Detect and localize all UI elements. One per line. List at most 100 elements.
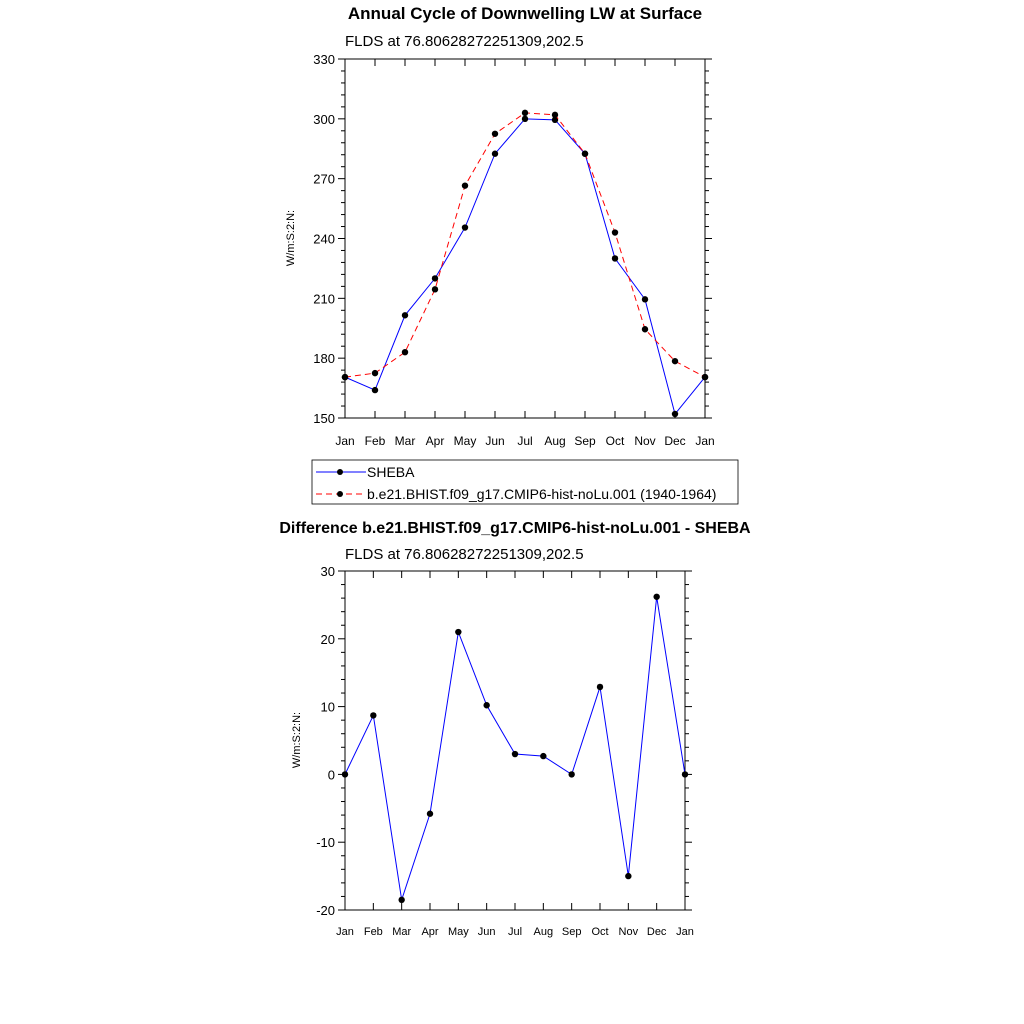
data-point [581, 150, 589, 157]
x-tick-label: Sep [574, 434, 596, 448]
data-point [671, 410, 679, 418]
data-point [611, 229, 619, 236]
data-point [671, 357, 679, 365]
y-tick-labels: 150 180 210 240 270 300 330 [313, 52, 335, 426]
data-point [491, 150, 499, 157]
legend-label-model: b.e21.BHIST.f09_g17.CMIP6-hist-noLu.001 … [367, 486, 716, 502]
x-tick-label: Jan [695, 434, 714, 448]
legend-marker-model [337, 491, 343, 497]
data-point [681, 771, 689, 778]
series-group [341, 109, 709, 418]
x-tick-label: Feb [364, 926, 383, 938]
chart-title: Annual Cycle of Downwelling LW at Surfac… [348, 4, 702, 23]
data-point [568, 771, 575, 778]
x-tick-label: Jun [485, 434, 504, 448]
data-point [431, 286, 439, 293]
data-point [540, 752, 547, 760]
data-point [521, 109, 529, 117]
tick-marks [338, 570, 692, 911]
series-group [341, 593, 689, 904]
legend-marker-sheba [337, 469, 343, 475]
y-tick-label: 240 [313, 232, 335, 247]
y-tick-label: 20 [321, 632, 335, 647]
x-tick-label: Jan [336, 926, 354, 938]
y-axis-label: W/m:S:2:N: [291, 712, 303, 768]
data-point [398, 896, 405, 904]
data-point [641, 296, 649, 303]
difference-chart: Difference b.e21.BHIST.f09_g17.CMIP6-his… [279, 520, 751, 938]
y-tick-label: 10 [321, 700, 335, 715]
data-point [521, 115, 529, 123]
x-tick-label: Mar [395, 434, 416, 448]
legend-label-sheba: SHEBA [367, 464, 415, 480]
y-tick-label: 330 [313, 52, 335, 67]
legend: SHEBA b.e21.BHIST.f09_g17.CMIP6-hist-noL… [311, 459, 739, 505]
data-point [596, 683, 604, 691]
data-point [370, 712, 377, 719]
x-tick-label: Apr [426, 434, 445, 448]
y-tick-label: 30 [321, 564, 335, 579]
data-point [426, 810, 434, 817]
data-point [455, 628, 462, 636]
x-tick-label: Mar [392, 926, 411, 938]
data-point [431, 275, 439, 282]
y-axis-label: W/m:S:2:N: [285, 210, 297, 266]
data-point [341, 373, 349, 381]
y-tick-label: 300 [313, 112, 335, 127]
plot-frame [344, 570, 686, 911]
y-tick-label: -20 [316, 903, 335, 918]
series-line-0 [344, 596, 686, 900]
chart-subtitle: FLDS at 76.80628272251309,202.5 [345, 546, 584, 563]
data-point [371, 369, 379, 377]
data-point [653, 593, 660, 600]
y-tick-label: 270 [313, 172, 335, 187]
data-point [371, 386, 379, 394]
x-tick-label: Aug [544, 434, 565, 448]
data-point [611, 255, 619, 262]
y-tick-label: 150 [313, 411, 335, 426]
x-tick-label: May [448, 926, 469, 938]
x-tick-label: Dec [647, 926, 667, 938]
x-tick-label: Feb [365, 434, 386, 448]
tick-marks [338, 58, 712, 419]
x-tick-label: Jul [517, 434, 532, 448]
x-tick-label: Oct [591, 926, 608, 938]
data-point [625, 872, 632, 880]
x-tick-label: Nov [634, 434, 655, 448]
x-tick-label: Aug [534, 926, 554, 938]
legend-box [311, 459, 739, 505]
x-tick-label: Sep [562, 926, 582, 938]
y-tick-labels: -20 -10 0 10 20 30 [316, 564, 335, 918]
data-point [701, 373, 709, 381]
chart-title: Difference b.e21.BHIST.f09_g17.CMIP6-his… [279, 520, 751, 537]
data-point [401, 312, 409, 319]
data-point [341, 771, 349, 778]
x-tick-label: Oct [606, 434, 625, 448]
annual-cycle-chart: Annual Cycle of Downwelling LW at Surfac… [285, 4, 739, 505]
data-point [551, 111, 559, 119]
x-tick-label: Jun [478, 926, 496, 938]
data-point [511, 750, 519, 758]
data-point [551, 116, 559, 124]
x-tick-label: Jan [335, 434, 354, 448]
chart-subtitle: FLDS at 76.80628272251309,202.5 [345, 33, 584, 50]
series-line-0 [344, 118, 706, 416]
x-tick-label: Dec [664, 434, 685, 448]
y-tick-label: 0 [328, 767, 335, 782]
x-tick-label: Jul [508, 926, 522, 938]
data-point [401, 348, 409, 356]
data-point [461, 224, 469, 231]
x-tick-labels: Jan Feb Mar Apr May Jun Jul Aug Sep Oct Nov Dec Jan [336, 926, 694, 938]
data-point [483, 702, 490, 709]
x-tick-label: Nov [619, 926, 639, 938]
x-tick-labels: Jan Feb Mar Apr May Jun Jul Aug Sep Oct Nov Dec Jan [335, 434, 714, 448]
data-point [461, 182, 469, 189]
x-tick-label: Jan [676, 926, 694, 938]
y-tick-label: 210 [313, 291, 335, 306]
data-point [641, 326, 649, 333]
data-point [491, 130, 499, 137]
x-tick-label: Apr [421, 926, 438, 938]
series-line-1 [344, 112, 706, 378]
y-tick-label: -10 [316, 835, 335, 850]
